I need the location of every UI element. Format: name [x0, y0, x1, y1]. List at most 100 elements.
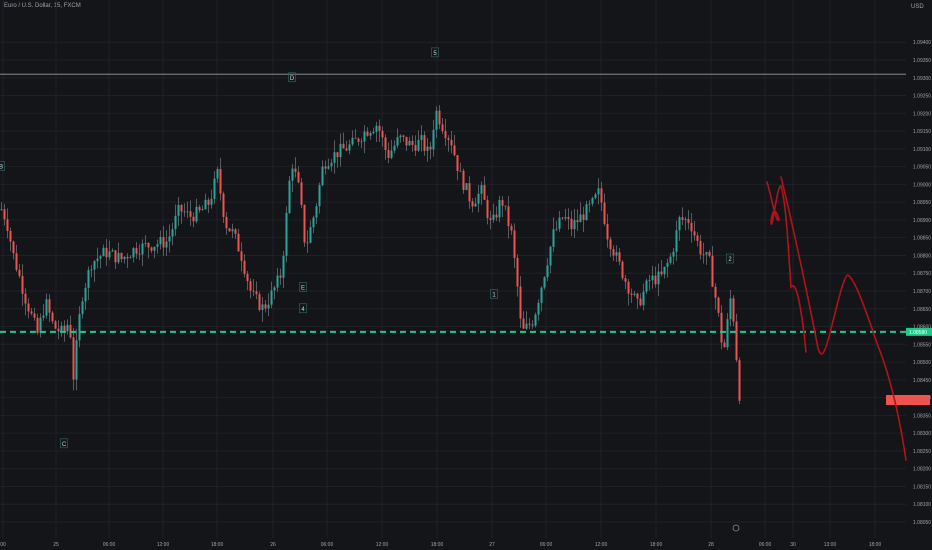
wave-marker-box	[490, 289, 498, 299]
candle	[174, 215, 177, 230]
candle	[357, 138, 360, 142]
candle	[663, 266, 666, 275]
price-tick-label: 1.09100	[913, 147, 931, 153]
candle	[375, 125, 378, 132]
candle	[630, 293, 633, 295]
price-tick-label: 1.09000	[913, 182, 931, 188]
candle	[318, 185, 321, 207]
candle	[597, 188, 600, 195]
candle	[192, 216, 195, 222]
candle	[615, 252, 618, 256]
chart-title: Euro / U.S. Dollar, 15, FXCM	[4, 3, 81, 9]
candle	[216, 169, 219, 179]
candle	[441, 124, 444, 132]
candle	[657, 271, 660, 285]
time-tick-label: 12:00	[376, 542, 389, 548]
time-tick-label: 27	[489, 542, 495, 548]
price-tick-label: 1.09200	[913, 111, 931, 117]
candle	[423, 135, 426, 151]
candle	[684, 218, 687, 220]
candle	[141, 243, 144, 255]
candle	[402, 135, 405, 137]
currency-label: USD	[911, 4, 924, 10]
candle	[645, 280, 648, 292]
candle	[96, 258, 99, 262]
candle	[225, 216, 228, 229]
candle	[618, 252, 621, 262]
candle	[504, 205, 507, 207]
candle	[189, 211, 192, 217]
candle	[486, 199, 489, 219]
candle	[282, 255, 285, 278]
time-tick-label: 26	[270, 542, 276, 548]
wave-marker-label: B	[0, 165, 3, 171]
time-tick-label: 18:00	[869, 542, 882, 548]
candle	[273, 287, 276, 291]
candle	[735, 321, 738, 361]
candle	[633, 293, 636, 295]
candle	[24, 293, 27, 304]
candle	[651, 275, 654, 281]
time-tick-label: 06:00	[103, 542, 116, 548]
candle	[264, 304, 267, 309]
wave-marker-box	[288, 72, 296, 83]
candle	[732, 298, 735, 322]
candle	[288, 180, 291, 213]
candle	[507, 206, 510, 227]
wave-marker-label: E	[301, 285, 305, 291]
candle	[465, 183, 468, 191]
candle	[522, 318, 525, 329]
candle	[111, 250, 114, 252]
candle	[99, 256, 102, 259]
wave-marker-label: 5	[433, 51, 437, 57]
time-tick-label: 13:00	[824, 542, 837, 548]
candle	[453, 145, 456, 156]
projection-drawing	[766, 176, 907, 461]
candle	[360, 141, 363, 143]
candle	[708, 252, 711, 256]
candle	[582, 214, 585, 220]
candle	[336, 152, 339, 158]
candle	[624, 278, 627, 282]
candle	[183, 211, 186, 213]
candle	[54, 321, 57, 329]
candle	[15, 253, 18, 270]
candle	[240, 251, 243, 261]
candle	[159, 237, 162, 245]
candle	[654, 275, 657, 285]
candle	[72, 337, 75, 380]
candle	[138, 253, 141, 255]
candle	[267, 304, 270, 309]
candle	[108, 251, 111, 258]
candle	[564, 217, 567, 219]
price-tick-label: 1.08950	[913, 200, 931, 206]
candle	[18, 269, 21, 276]
candle	[204, 199, 207, 210]
candle	[636, 293, 639, 299]
candle	[30, 311, 33, 314]
candle	[639, 298, 642, 306]
candle	[84, 287, 87, 302]
candle	[729, 298, 732, 320]
candle	[609, 239, 612, 250]
candle	[42, 315, 45, 318]
price-tick-label: 1.08300	[913, 431, 931, 437]
candle	[528, 323, 531, 325]
candle	[456, 155, 459, 171]
time-tick-label: 06:00	[321, 542, 334, 548]
candle	[648, 280, 651, 281]
candle	[246, 273, 249, 282]
candle	[714, 286, 717, 298]
candle	[66, 324, 69, 332]
candle	[123, 256, 126, 260]
candle	[93, 261, 96, 270]
candle	[555, 228, 558, 230]
candle	[147, 243, 150, 248]
candle	[234, 229, 237, 234]
candle	[309, 227, 312, 243]
candle	[45, 299, 48, 316]
candle	[27, 303, 30, 312]
candle	[462, 170, 465, 191]
